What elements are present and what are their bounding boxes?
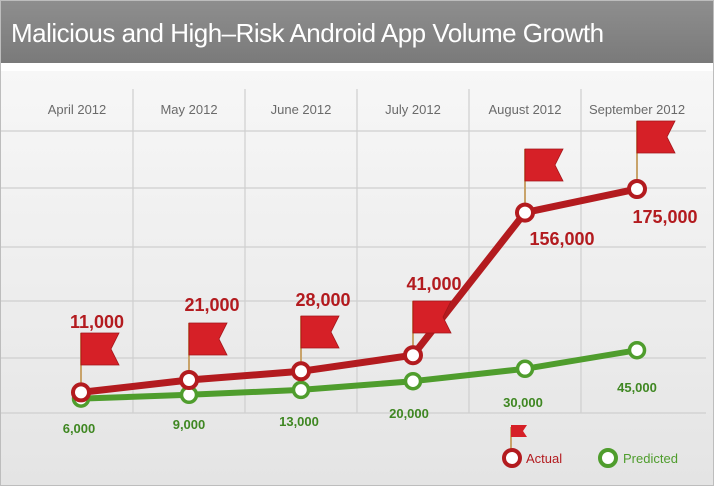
- predicted-data-label: 9,000: [173, 417, 206, 432]
- actual-point: [403, 345, 423, 366]
- category-label: September 2012: [589, 102, 685, 117]
- title-gap: [1, 63, 713, 71]
- flag-markers-layer: [80, 120, 676, 393]
- predicted-point: [515, 359, 535, 379]
- actual-data-label: 156,000: [529, 229, 594, 249]
- category-header-layer: April 2012 May 2012 June 2012 July 2012 Augu…: [48, 102, 685, 117]
- actual-data-label: 28,000: [295, 290, 350, 310]
- data-labels-layer: 11,000 21,000 28,000 41,000 156,000 175,000 6,…: [63, 207, 698, 436]
- actual-data-label: 175,000: [632, 207, 697, 227]
- legend-item-actual: Actual: [502, 425, 562, 468]
- category-label: April 2012: [48, 102, 107, 117]
- grid-layer: [1, 89, 706, 414]
- predicted-data-label: 45,000: [617, 380, 657, 395]
- legend-actual-flag-icon: [510, 425, 527, 451]
- predicted-point: [403, 371, 423, 391]
- actual-point: [291, 361, 311, 382]
- legend: Actual Predicted: [502, 425, 678, 468]
- predicted-data-label: 30,000: [503, 395, 543, 410]
- category-label: June 2012: [271, 102, 332, 117]
- legend-predicted-label: Predicted: [623, 451, 678, 466]
- actual-data-label: 41,000: [406, 274, 461, 294]
- flag-icon: [188, 322, 228, 356]
- actual-data-label: 11,000: [70, 312, 124, 332]
- flag-icon: [636, 120, 676, 154]
- flag-icon: [300, 315, 340, 349]
- chart-title: Malicious and High–Risk Android App Volu…: [11, 18, 604, 48]
- actual-point: [515, 202, 535, 223]
- predicted-series-line: [78, 347, 640, 402]
- category-label: July 2012: [385, 102, 441, 117]
- predicted-data-label: 20,000: [389, 406, 429, 421]
- category-label: August 2012: [488, 102, 561, 117]
- predicted-point: [627, 340, 647, 360]
- point-markers-layer: [71, 179, 647, 408]
- actual-point: [627, 179, 647, 199]
- flag-icon: [524, 148, 564, 182]
- actual-data-label: 21,000: [184, 295, 239, 315]
- flag-icon: [80, 332, 120, 366]
- predicted-data-label: 6,000: [63, 421, 96, 436]
- legend-item-predicted: Predicted: [598, 448, 678, 468]
- category-label: May 2012: [160, 102, 217, 117]
- legend-actual-label: Actual: [526, 451, 562, 466]
- actual-series-line: [77, 185, 641, 396]
- predicted-point: [291, 380, 311, 400]
- title-bar: Malicious and High–Risk Android App Volu…: [1, 1, 713, 63]
- predicted-data-label: 13,000: [279, 414, 319, 429]
- actual-point: [71, 382, 91, 403]
- legend-actual-marker-icon: [502, 448, 522, 468]
- legend-predicted-marker-icon: [598, 448, 618, 468]
- flag-icon: [412, 300, 452, 334]
- series-lines-layer: [77, 185, 641, 402]
- actual-point: [179, 370, 199, 390]
